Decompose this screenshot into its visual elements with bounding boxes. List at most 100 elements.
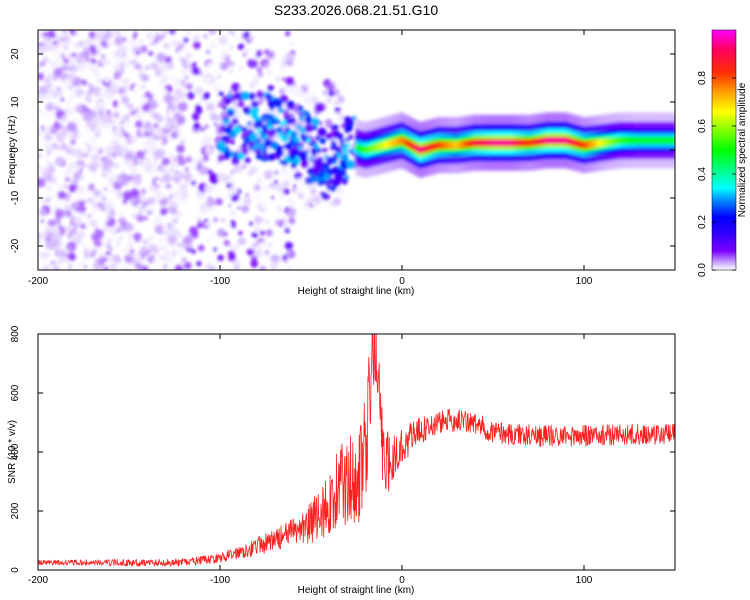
ridge-blob — [224, 149, 231, 156]
spectrogram-y-tick-label: -20 — [10, 238, 21, 253]
noise-blob — [105, 109, 111, 115]
noise-blob — [38, 177, 46, 188]
noise-blob — [72, 164, 80, 172]
noise-blob — [184, 167, 190, 172]
noise-blob — [304, 96, 313, 105]
noise-blob — [42, 32, 48, 37]
noise-blob — [209, 68, 219, 78]
noise-blob — [148, 243, 159, 254]
ridge-blob — [293, 145, 299, 151]
noise-blob — [260, 202, 267, 208]
noise-blob — [107, 96, 111, 101]
noise-blob — [93, 69, 99, 76]
ridge-fragment — [310, 151, 316, 157]
ridge-blob — [298, 111, 303, 117]
noise-blob — [271, 196, 275, 200]
noise-blob — [241, 164, 247, 169]
noise-blob — [237, 237, 246, 246]
noise-blob — [172, 123, 180, 131]
noise-blob — [249, 221, 254, 226]
noise-blob — [177, 200, 184, 207]
noise-blob — [89, 226, 96, 233]
noise-blob — [63, 45, 69, 51]
noise-blob — [61, 78, 72, 89]
noise-blob — [254, 215, 264, 225]
noise-blob — [97, 202, 104, 209]
noise-blob — [121, 174, 131, 184]
noise-blob — [83, 248, 90, 255]
noise-blob — [259, 229, 266, 236]
noise-blob — [138, 66, 144, 72]
noise-blob — [297, 192, 305, 199]
snr-x-ticks: -200 -100 0 100 — [28, 334, 593, 586]
noise-blob — [73, 236, 82, 245]
noise-blob — [285, 31, 291, 36]
noise-blob — [101, 155, 111, 165]
noise-blob — [345, 188, 349, 193]
noise-blob — [252, 243, 257, 248]
ridge-fragment — [289, 138, 294, 143]
snr-x-tick-label: -200 — [28, 575, 48, 586]
spectrogram-x-tick-label: -100 — [210, 276, 230, 287]
ridge-fragment — [271, 129, 277, 135]
noise-blob — [101, 54, 106, 59]
noise-blob — [40, 112, 46, 118]
noise-blob — [66, 232, 74, 240]
noise-blob — [130, 188, 140, 198]
noise-blob — [95, 229, 105, 239]
noise-blob — [119, 126, 125, 132]
ridge-blob — [229, 139, 236, 145]
noise-blob — [165, 114, 176, 125]
noise-blob — [238, 86, 243, 91]
noise-blob — [72, 70, 76, 74]
noise-blob — [113, 72, 121, 80]
noise-blob — [168, 102, 174, 109]
noise-blob — [66, 53, 73, 61]
noise-blob — [103, 76, 111, 84]
noise-blob — [39, 86, 45, 92]
noise-blob — [237, 43, 245, 51]
noise-blob — [97, 105, 105, 113]
noise-blob — [229, 185, 239, 195]
noise-blob — [163, 93, 174, 104]
noise-blob — [185, 61, 192, 67]
noise-blob — [130, 166, 138, 174]
noise-blob — [43, 228, 50, 234]
noise-blob — [163, 42, 170, 49]
noise-blob — [132, 35, 137, 40]
ridge-fragment — [337, 154, 342, 159]
noise-blob — [237, 230, 243, 236]
noise-blob — [209, 112, 218, 121]
noise-blob — [139, 246, 148, 255]
noise-blob — [72, 147, 82, 157]
ridge-blob — [222, 105, 227, 110]
noise-blob — [137, 186, 142, 191]
noise-blob — [237, 206, 241, 210]
noise-blob — [47, 194, 51, 198]
noise-blob — [314, 102, 325, 113]
spectrogram-y-tick-label: -10 — [10, 190, 21, 205]
noise-blob — [195, 106, 203, 115]
noise-blob — [118, 137, 128, 147]
ridge-blob — [330, 131, 337, 138]
noise-blob — [196, 222, 203, 229]
noise-blob — [83, 264, 88, 269]
noise-blob — [58, 125, 67, 134]
noise-blob — [60, 34, 65, 39]
noise-blob — [51, 37, 55, 41]
noise-blob — [82, 213, 87, 218]
noise-blob — [312, 97, 318, 103]
noise-blob — [221, 218, 225, 223]
noise-blob — [101, 224, 110, 233]
noise-blob — [284, 241, 294, 251]
noise-blob — [250, 239, 254, 243]
noise-blob — [122, 199, 128, 205]
ridge-blob — [224, 126, 232, 134]
noise-blob — [124, 126, 132, 134]
noise-blob — [264, 219, 270, 225]
ridge-blob — [263, 154, 269, 159]
noise-blob — [161, 233, 168, 239]
noise-blob — [166, 222, 173, 229]
noise-blob — [231, 82, 241, 93]
colorbar-tick-label: 0.0 — [697, 263, 708, 277]
